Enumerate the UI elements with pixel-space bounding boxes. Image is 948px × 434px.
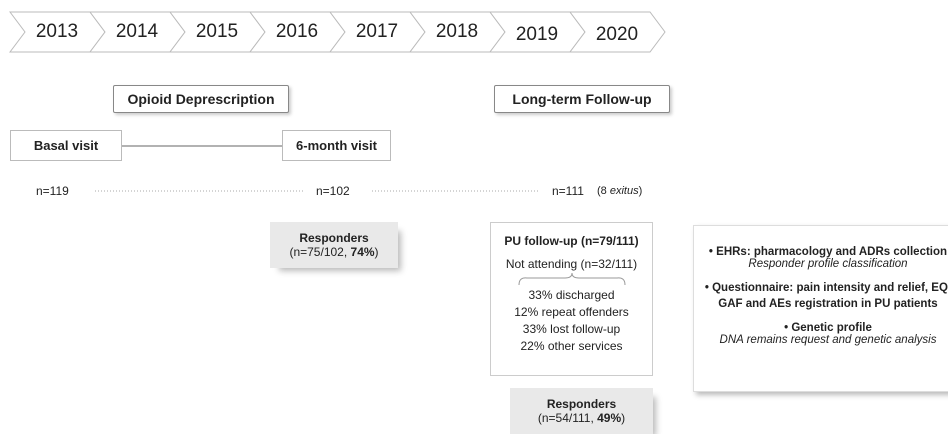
pu-box: PU follow-up (n=79/111) Not attending (n… — [490, 222, 653, 376]
summary-box: • EHRs: pharmacology and ADRs collection… — [693, 225, 948, 392]
year: 2014 — [116, 21, 159, 42]
text: • EHRs: pharmacology and ADRs collection — [708, 246, 948, 258]
text: (n=54/111, 49%) — [538, 411, 625, 425]
text: 49% — [597, 411, 622, 425]
text: (8 — [597, 185, 610, 197]
text: 33% discharged — [528, 288, 615, 302]
year: 2013 — [36, 21, 78, 42]
text: ) — [638, 185, 643, 197]
text: Responder profile classification — [748, 258, 908, 270]
text: • Questionnaire: pain intensity and reli… — [703, 280, 948, 312]
year: 2020 — [596, 24, 638, 45]
text: 74% — [350, 245, 375, 259]
exitus-note: (8 exitus) — [597, 185, 642, 197]
text: (n=54/111, — [537, 411, 598, 425]
year: 2017 — [356, 21, 398, 42]
text: EHRs: pharmacology and ADRs collection — [716, 246, 948, 258]
text: 22% other services — [520, 339, 623, 353]
text: Responders — [299, 231, 369, 245]
visit-box: Basal visit — [10, 130, 122, 161]
visit-box: 6-month visit — [282, 130, 391, 161]
count: n=111 — [552, 184, 584, 198]
year: 2018 — [436, 21, 478, 42]
text: (n=75/102, 74%) — [289, 245, 378, 259]
text: (n=75/102, — [289, 245, 351, 259]
text: 33% lost follow-up — [522, 322, 621, 336]
count: n=102 — [316, 184, 350, 198]
text: ) — [621, 411, 626, 425]
text: ) — [374, 245, 379, 259]
phase-box: Opioid Deprescription — [113, 85, 289, 113]
text: DNA remains request and genetic analysis — [719, 334, 937, 346]
responders-box: Responders (n=75/102, 74%) — [270, 222, 398, 268]
year: 2019 — [516, 24, 558, 45]
text: Responders — [546, 397, 617, 411]
text: PU follow-up (n=79/111) — [504, 234, 639, 248]
year: 2015 — [196, 21, 238, 42]
text: exitus — [609, 185, 639, 197]
year: 2016 — [276, 21, 318, 42]
text: Genetic profile — [791, 322, 872, 334]
chevron — [569, 11, 666, 53]
count: n=119 — [36, 184, 69, 198]
brace — [518, 273, 625, 286]
text: Not attending (n=32/111) — [505, 257, 638, 271]
responders-box: Responders (n=54/111, 49%) — [510, 388, 653, 434]
text: 12% repeat offenders — [514, 305, 629, 319]
text: • Genetic profile — [784, 322, 872, 334]
text: Questionnaire: pain intensity and relief… — [712, 282, 948, 310]
phase-box: Long-term Follow-up — [494, 85, 670, 113]
